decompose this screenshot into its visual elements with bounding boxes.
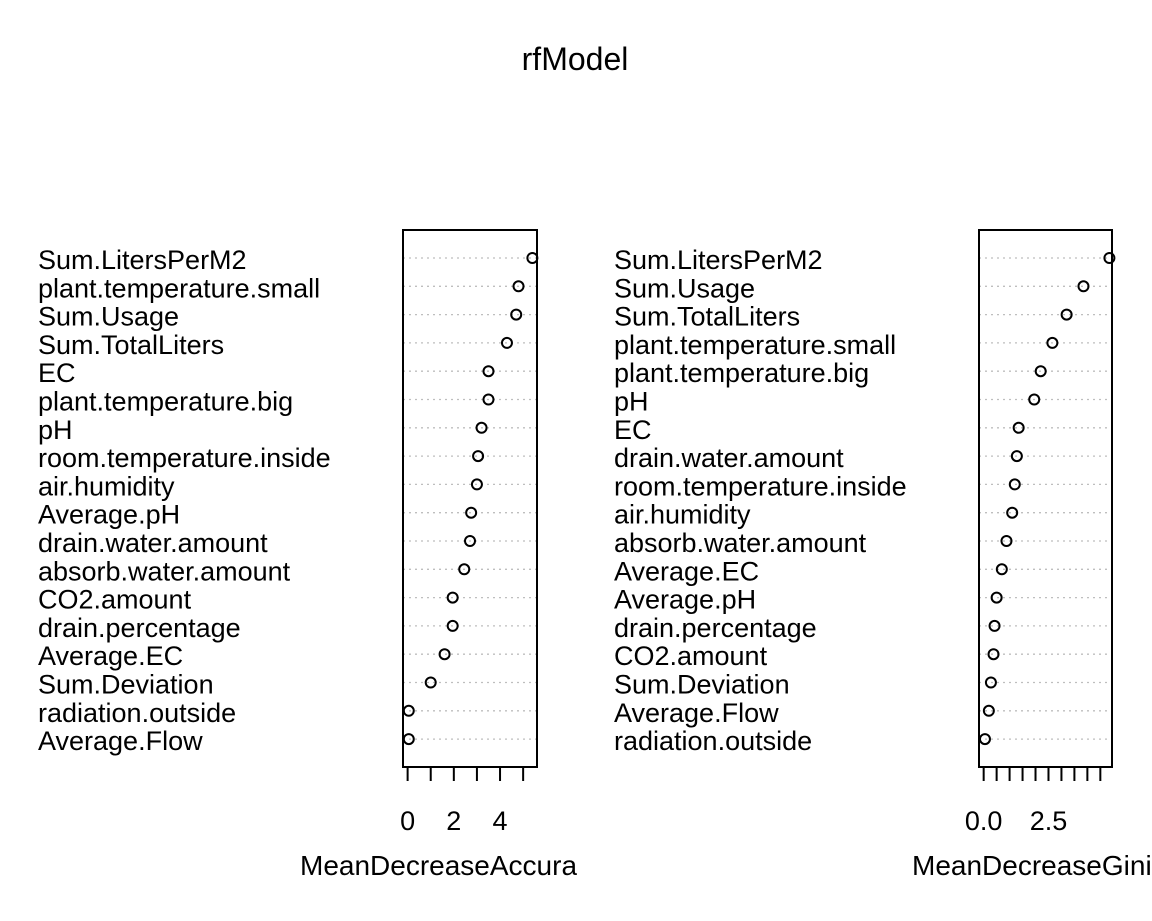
data-point (1008, 478, 1021, 491)
variable-label: EC (614, 415, 652, 445)
x-tick-label: 0 (400, 806, 415, 836)
data-point (990, 591, 1003, 604)
data-point (482, 365, 495, 378)
variable-label: air.humidity (38, 471, 175, 501)
variable-label: drain.percentage (38, 613, 241, 643)
data-point (1000, 535, 1013, 547)
data-point (424, 676, 437, 689)
data-point (472, 450, 485, 463)
data-point (1046, 336, 1059, 349)
variable-label: CO2.amount (38, 585, 192, 615)
x-tick-label: 2.5 (1030, 806, 1068, 836)
data-point (500, 336, 513, 349)
variable-label: plant.temperature.big (614, 358, 869, 388)
variable-label: pH (38, 415, 73, 445)
variable-label: Average.Flow (38, 726, 203, 756)
variable-label: Average.pH (38, 500, 180, 530)
variable-label: plant.temperature.big (38, 387, 293, 417)
variable-label: Average.EC (38, 641, 183, 671)
variable-label: air.humidity (614, 500, 751, 530)
variable-label: Sum.Deviation (38, 670, 214, 700)
data-point (978, 733, 991, 746)
data-point (1010, 450, 1023, 463)
variable-label: absorb.water.amount (614, 528, 867, 558)
variable-label: drain.water.amount (38, 528, 268, 558)
variable-label: drain.water.amount (614, 443, 844, 473)
x-axis-label: MeanDecreaseGini (912, 850, 1152, 881)
variable-label: plant.temperature.small (614, 330, 896, 360)
variable-label: Sum.LitersPerM2 (614, 245, 823, 275)
data-point (464, 535, 476, 547)
x-tick-label: 4 (493, 806, 508, 836)
variable-label: Sum.Usage (614, 273, 755, 303)
variable-label: drain.percentage (614, 613, 817, 643)
variable-label: room.temperature.inside (614, 471, 907, 501)
variable-label: room.temperature.inside (38, 443, 331, 473)
data-point (438, 648, 451, 661)
x-tick-label: 2 (446, 806, 461, 836)
data-point (1060, 308, 1073, 321)
data-point (984, 676, 997, 689)
data-point (402, 704, 415, 717)
data-point (995, 563, 1008, 576)
data-point (512, 280, 525, 293)
x-axis-label: MeanDecreaseAccuracy (300, 850, 605, 881)
data-point (1077, 280, 1090, 293)
chart-title: rfModel (522, 41, 629, 77)
plot-box (402, 229, 538, 768)
x-tick-label: 0.0 (965, 806, 1003, 836)
variable-label: plant.temperature.small (38, 273, 320, 303)
variable-label: Average.EC (614, 556, 759, 586)
plot-box (978, 229, 1113, 768)
data-point (982, 704, 995, 717)
variable-label: absorb.water.amount (38, 556, 291, 586)
data-point (988, 619, 1001, 632)
data-point (510, 308, 523, 321)
variable-label: radiation.outside (38, 698, 236, 728)
panel-1: Sum.LitersPerM2plant.temperature.smallSu… (38, 229, 605, 881)
data-point (402, 733, 415, 746)
data-point (1006, 506, 1019, 519)
data-point (1103, 252, 1116, 264)
data-point (446, 591, 459, 604)
variable-label: EC (38, 358, 76, 388)
variable-label: Average.pH (614, 585, 756, 615)
variable-label: Sum.TotalLiters (38, 330, 224, 360)
variable-label: radiation.outside (614, 726, 812, 756)
panel-2: Sum.LitersPerM2Sum.UsageSum.TotalLitersp… (614, 229, 1152, 881)
variable-label: pH (614, 387, 649, 417)
data-point (475, 421, 488, 434)
data-point (1034, 365, 1047, 378)
data-point (987, 648, 1000, 661)
variable-label: CO2.amount (614, 641, 768, 671)
data-point (1028, 393, 1041, 406)
variable-label: Sum.Usage (38, 302, 179, 332)
data-point (470, 478, 483, 491)
variable-label: Average.Flow (614, 698, 779, 728)
data-point (446, 619, 459, 632)
data-point (458, 563, 471, 576)
data-point (482, 393, 495, 406)
data-point (1012, 421, 1025, 434)
variable-label: Sum.TotalLiters (614, 302, 800, 332)
variable-label: Sum.Deviation (614, 670, 790, 700)
variable-label: Sum.LitersPerM2 (38, 245, 247, 275)
data-point (465, 506, 478, 519)
